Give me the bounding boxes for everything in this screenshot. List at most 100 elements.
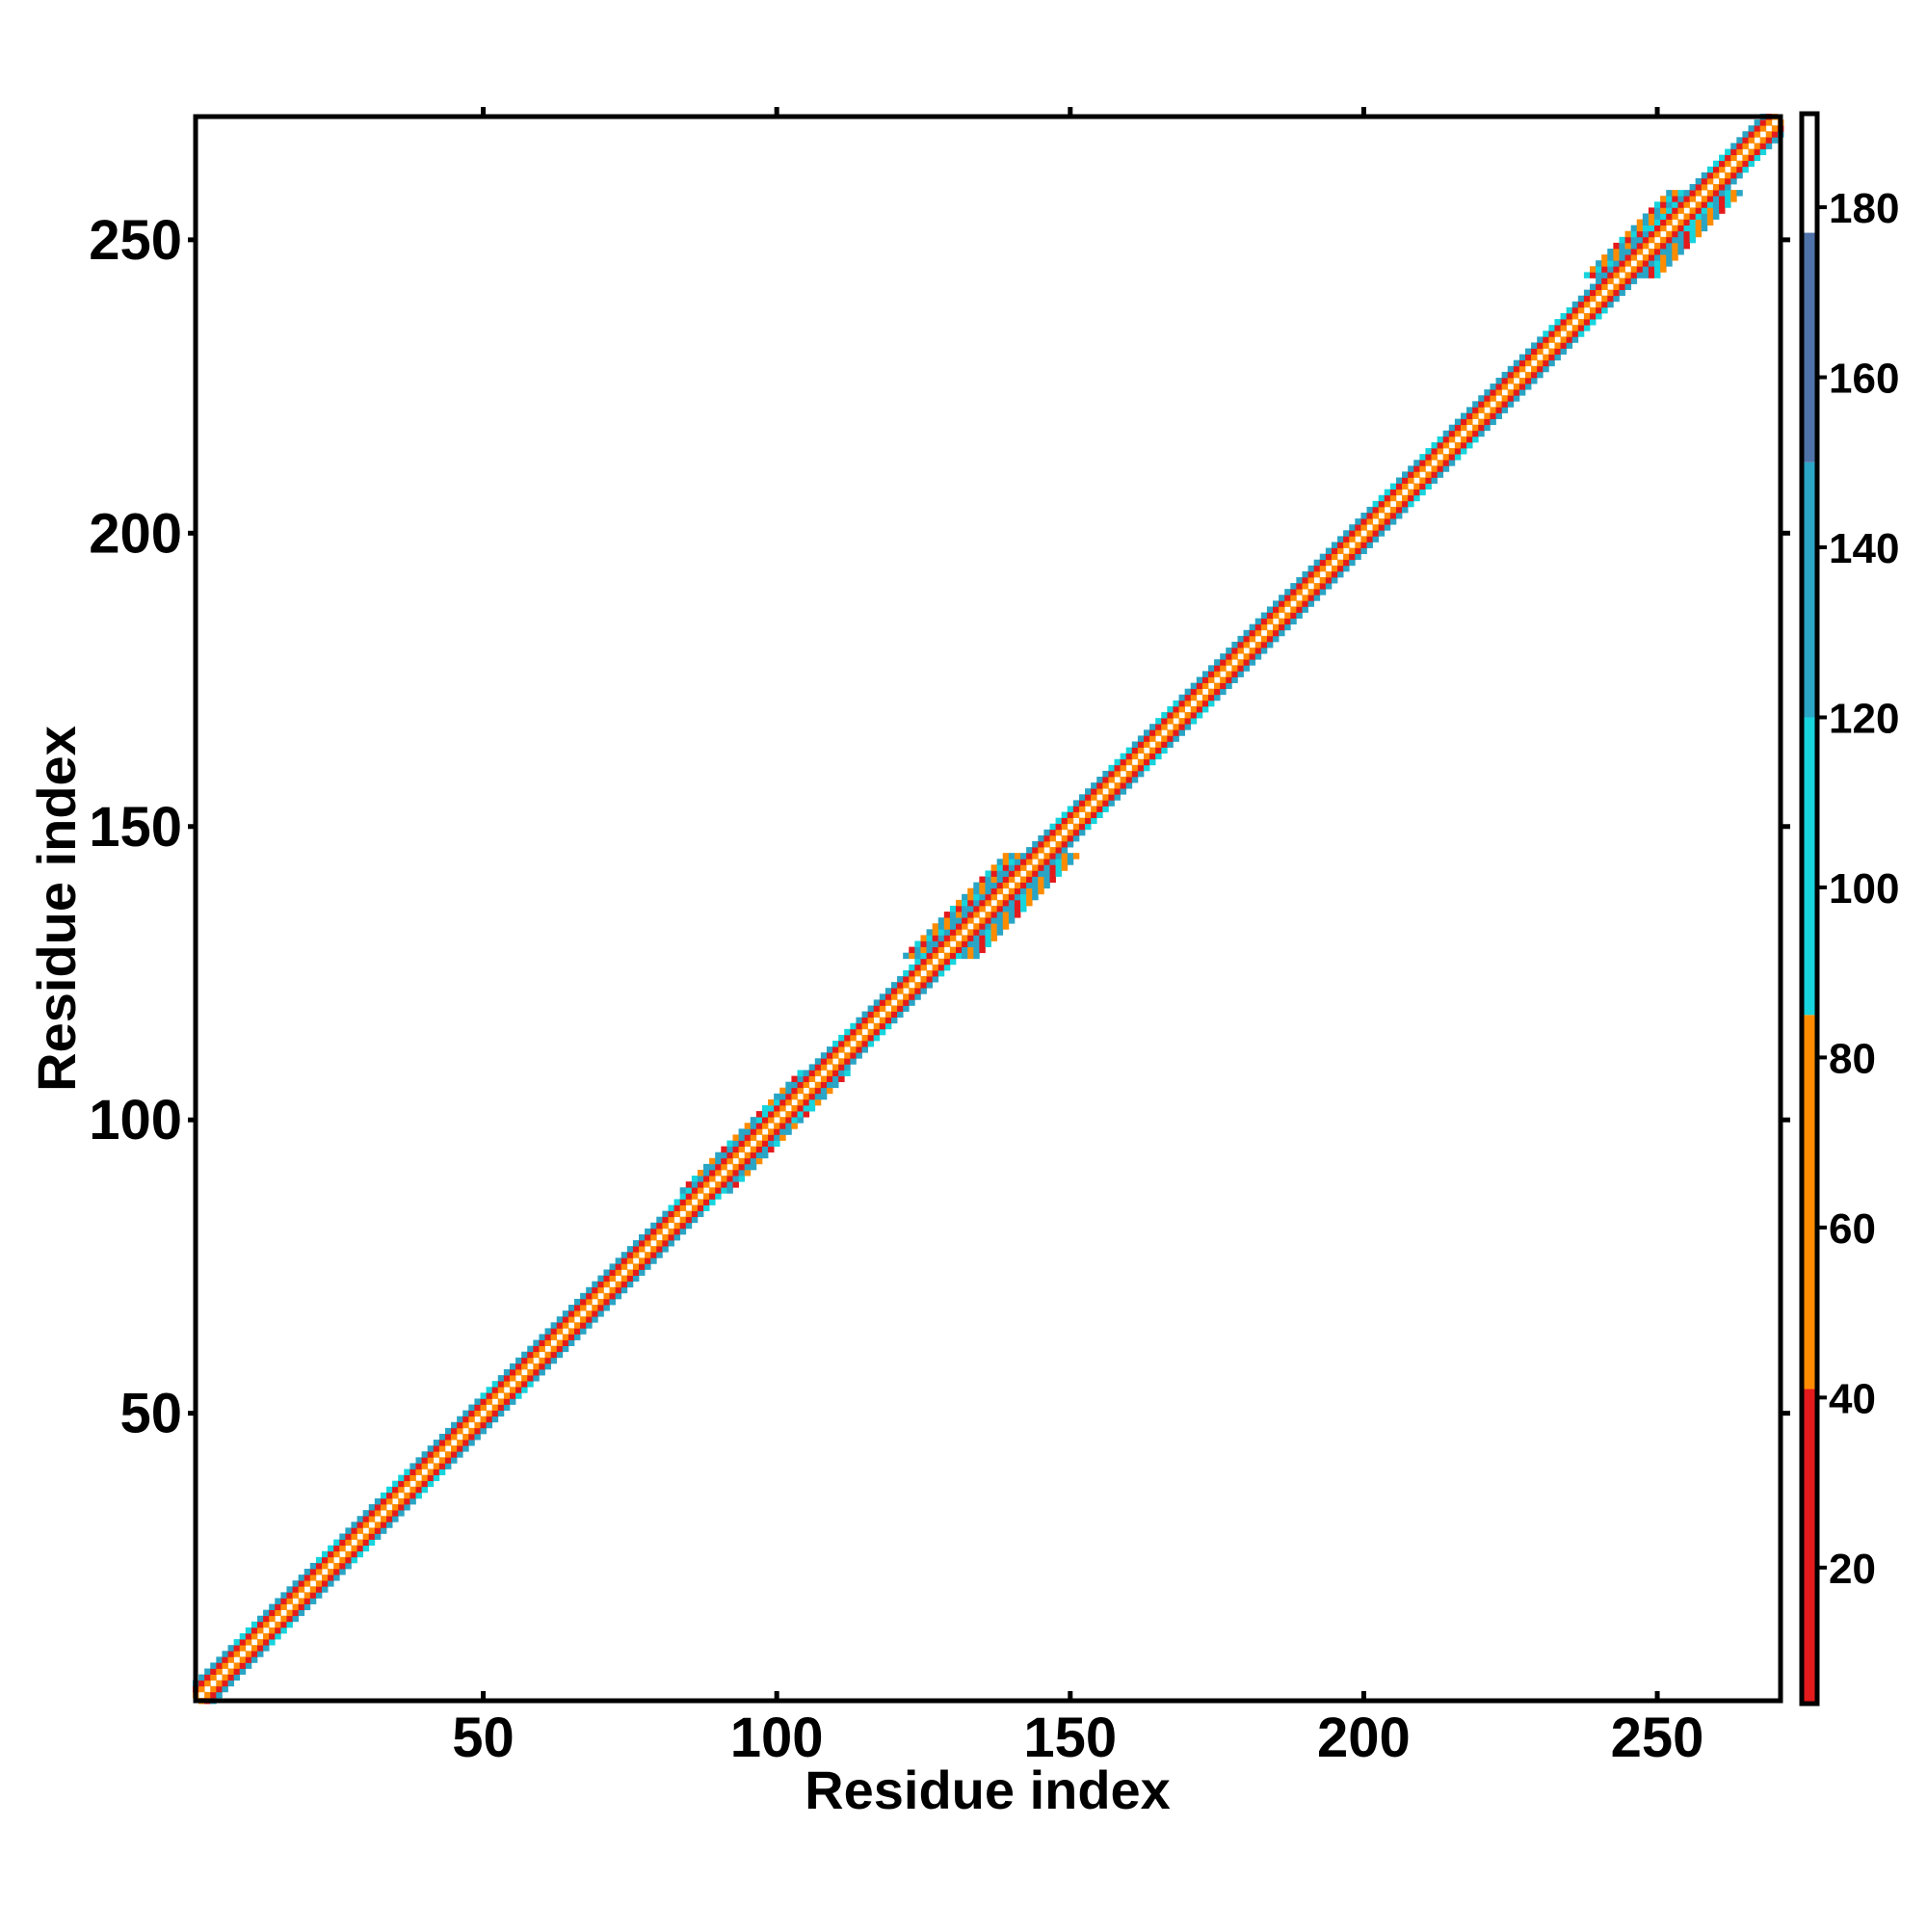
heatmap-cell [539,1368,545,1376]
heatmap-cell [457,1451,463,1458]
heatmap-cell [328,1575,334,1581]
heatmap-cell [368,1504,376,1511]
heatmap-cell [1548,359,1555,367]
heatmap-cell [1742,160,1749,168]
heatmap-cell [967,929,974,936]
heatmap-cell [826,1081,833,1089]
heatmap-cell [486,1416,493,1423]
heatmap-cell [890,993,898,1000]
heatmap-cell [603,1292,610,1300]
heatmap-cell [979,893,986,901]
heatmap-cell [1413,489,1420,496]
heatmap-cell [486,1398,493,1405]
heatmap-cell [937,917,945,924]
heatmap-cell [1448,460,1456,466]
heatmap-cell [1419,489,1426,496]
heatmap-cell [1554,354,1561,361]
heatmap-cell [838,1064,845,1071]
heatmap-cell [1061,859,1069,865]
heatmap-cell [586,1322,593,1329]
heatmap-cell [1701,213,1708,220]
heatmap-cell [914,964,921,971]
heatmap-cell [1067,859,1074,865]
heatmap-cell [1378,524,1386,531]
heatmap-cell [245,1656,252,1663]
heatmap-cell [932,940,939,947]
heatmap-cell [1408,465,1414,472]
heatmap-cell [609,1298,617,1306]
heatmap-cell [967,940,974,947]
heatmap-cell [1619,289,1625,297]
heatmap-cell [1408,489,1414,496]
heatmap-cell [926,952,934,960]
heatmap-cell [263,1609,270,1617]
heatmap-cell [1742,166,1749,173]
heatmap-cell [1484,395,1491,402]
heatmap-cell [1214,665,1221,672]
heatmap-cell [1660,266,1667,273]
heatmap-cell [539,1357,545,1364]
heatmap-cell [1590,289,1597,297]
heatmap-cell [785,1111,792,1118]
heatmap-cell [1695,184,1703,191]
heatmap-cell [726,1151,733,1159]
heatmap-cell [1666,249,1673,255]
heatmap-cell [826,1058,833,1065]
heatmap-cell [750,1151,757,1159]
heatmap-cell [486,1392,493,1399]
heatmap-cell [586,1310,593,1317]
heatmap-cell [879,1028,886,1036]
heatmap-cell [339,1569,346,1575]
heatmap-cell [1419,477,1426,484]
heatmap-cell [844,1028,851,1036]
heatmap-cell [562,1310,569,1317]
heatmap-cell [996,912,1004,918]
heatmap-cell [1143,753,1150,760]
heatmap-cell [1220,665,1227,672]
heatmap-cell [374,1527,382,1534]
heatmap-cell [457,1421,463,1429]
heatmap-cell [1442,460,1450,466]
heatmap-cell [544,1363,551,1370]
heatmap-cell [1173,724,1179,730]
heatmap-cell [626,1275,634,1283]
heatmap-cell [803,1093,810,1100]
heatmap-cell [269,1609,276,1617]
heatmap-cell [398,1480,405,1488]
heatmap-cell [333,1550,340,1558]
heatmap-cell [1759,125,1767,132]
heatmap-cell [715,1181,722,1188]
heatmap-cell [1431,448,1438,455]
heatmap-cell [1302,600,1308,607]
heatmap-cell [1243,641,1251,648]
heatmap-cell [1507,365,1515,373]
heatmap-cell [1460,424,1467,432]
heatmap-cell [315,1580,323,1587]
heatmap-cell [1442,430,1450,437]
heatmap-cell [398,1510,405,1517]
heatmap-cell [1425,460,1432,466]
heatmap-cell [1049,853,1056,860]
heatmap-cell [415,1480,422,1488]
heatmap-cell [1566,312,1573,320]
heatmap-cell [826,1075,833,1083]
heatmap-cell [345,1533,352,1540]
heatmap-cell [1302,570,1308,578]
heatmap-cell [1630,236,1638,244]
heatmap-cell [1032,893,1039,901]
heatmap-cell [1730,177,1737,185]
heatmap-cell [1384,513,1391,519]
heatmap-cell [1590,266,1597,273]
heatmap-cell [774,1098,780,1106]
heatmap-cell [1531,377,1538,384]
heatmap-cell [879,1017,886,1024]
heatmap-cell [1466,436,1473,443]
heatmap-cell [926,958,934,966]
heatmap-cell [1408,471,1414,478]
heatmap-cell [580,1305,587,1311]
heatmap-cell [386,1492,393,1499]
heatmap-cell [949,935,957,941]
heatmap-cell [1524,348,1532,355]
heatmap-cell [985,882,991,889]
heatmap-cell [1689,225,1697,232]
